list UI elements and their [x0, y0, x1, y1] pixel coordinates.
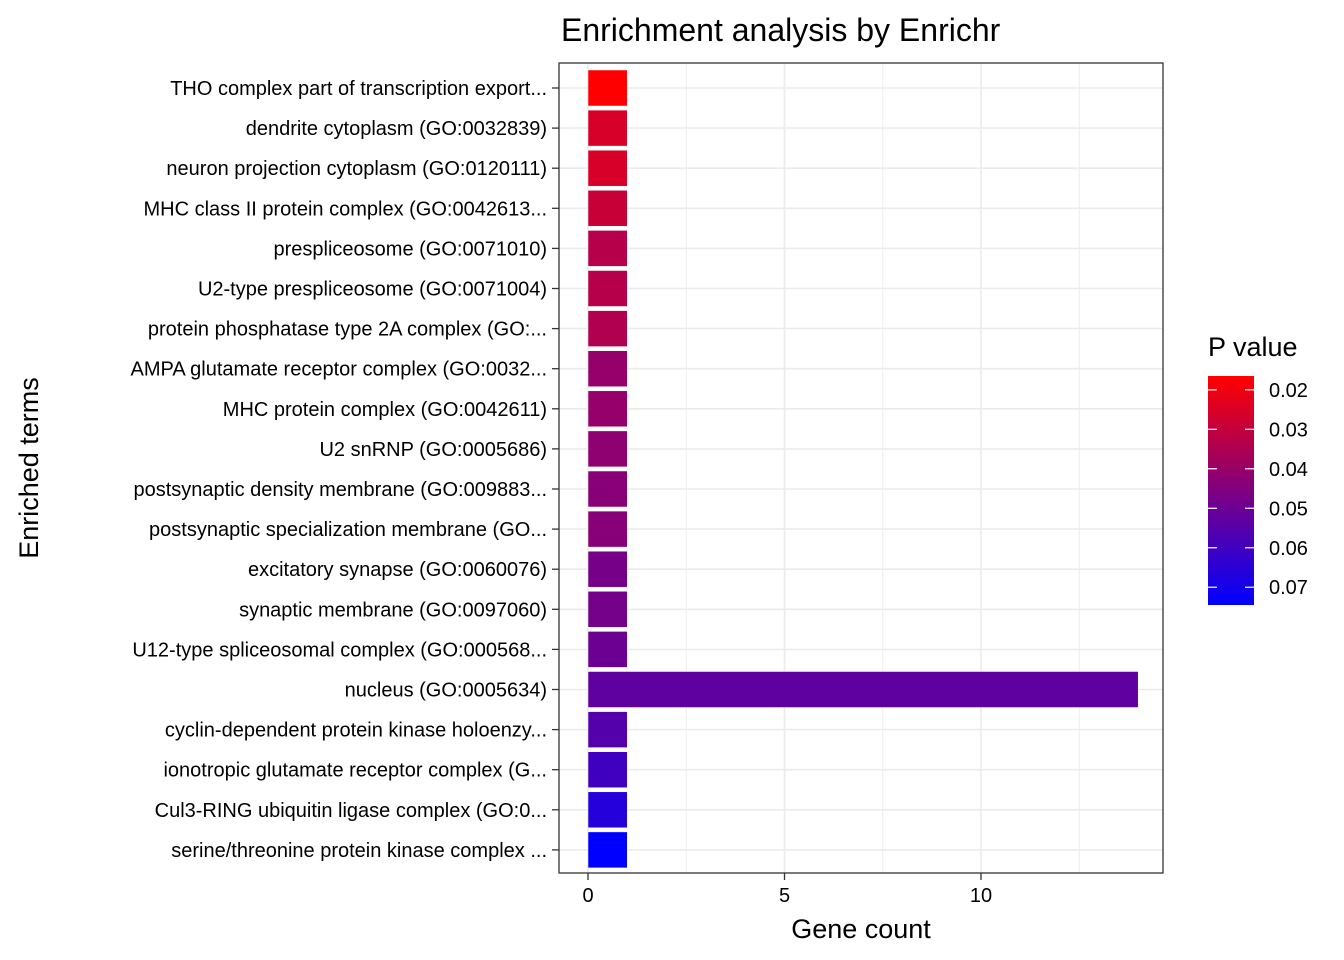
legend-tick-label: 0.05 [1269, 498, 1308, 520]
legend-ticks: 0.02 0.03 0.04 0.05 0.06 0.07 [1208, 380, 1308, 599]
bar [587, 550, 628, 588]
x-axis-title: Gene count [791, 914, 931, 944]
plot-panel-border [558, 62, 1164, 874]
x-tick-label: 10 [970, 885, 992, 907]
legend-tick-label: 0.06 [1269, 538, 1308, 560]
legend-tick-label: 0.02 [1269, 380, 1308, 402]
y-axis-title: Enriched terms [14, 377, 44, 559]
y-tick-label: synaptic membrane (GO:0097060) [239, 599, 547, 621]
bar [587, 791, 628, 829]
bar [587, 631, 628, 668]
x-axis: 0 5 10 [582, 873, 992, 907]
bar [587, 69, 628, 107]
legend-title: P value [1208, 332, 1298, 362]
legend-tick-label: 0.07 [1269, 577, 1308, 599]
bar [587, 751, 628, 788]
bar [587, 310, 628, 347]
bar [587, 510, 628, 548]
y-tick-label: THO complex part of transcription export… [170, 78, 547, 100]
bar [587, 230, 628, 267]
bar [587, 149, 628, 187]
bar [587, 190, 628, 227]
x-tick-label: 0 [582, 885, 593, 907]
bar [587, 390, 628, 428]
legend-tick-label: 0.04 [1269, 459, 1308, 481]
y-tick-label: MHC protein complex (GO:0042611) [223, 399, 547, 421]
legend-colorbar [1208, 376, 1254, 605]
bars [587, 69, 1139, 869]
legend-tick-label: 0.03 [1269, 419, 1308, 441]
y-tick-label: prespliceosome (GO:0071010) [274, 238, 547, 260]
y-tick-label: postsynaptic density membrane (GO:009883… [133, 479, 547, 501]
bar [587, 430, 628, 468]
y-tick-label: protein phosphatase type 2A complex (GO:… [148, 319, 547, 341]
y-tick-label: AMPA glutamate receptor complex (GO:0032… [131, 359, 547, 381]
chart-title: Enrichment analysis by Enrichr [561, 12, 1001, 48]
y-tick-label: U2 snRNP (GO:0005686) [319, 439, 547, 461]
y-tick-label: excitatory synapse (GO:0060076) [248, 559, 547, 581]
plot-panel [559, 63, 1163, 873]
y-tick-label: Cul3-RING ubiquitin ligase complex (GO:0… [155, 800, 547, 822]
y-tick-label: MHC class II protein complex (GO:0042613… [144, 198, 548, 220]
y-tick-label: neuron projection cytoplasm (GO:0120111) [166, 158, 547, 180]
bar [587, 270, 628, 307]
bar [587, 470, 628, 508]
y-tick-label: cyclin-dependent protein kinase holoenzy… [165, 720, 547, 742]
x-tick-label: 5 [779, 885, 790, 907]
y-axis: THO complex part of transcription export… [131, 78, 559, 862]
bar [587, 831, 628, 869]
y-tick-label: nucleus (GO:0005634) [345, 680, 547, 702]
bar [587, 350, 628, 387]
bar [587, 711, 628, 748]
bar [587, 109, 628, 147]
y-tick-label: serine/threonine protein kinase complex … [171, 840, 547, 862]
y-tick-label: postsynaptic specialization membrane (GO… [149, 519, 547, 541]
y-tick-label: U2-type prespliceosome (GO:0071004) [198, 279, 547, 301]
y-tick-label: U12-type spliceosomal complex (GO:000568… [132, 639, 547, 661]
legend: P value 0.02 0.03 0.04 0.05 0.06 0.07 [1208, 332, 1308, 605]
y-tick-label: ionotropic glutamate receptor complex (G… [163, 760, 547, 782]
bar [587, 591, 628, 628]
bar [587, 671, 1139, 708]
y-tick-label: dendrite cytoplasm (GO:0032839) [246, 118, 547, 140]
